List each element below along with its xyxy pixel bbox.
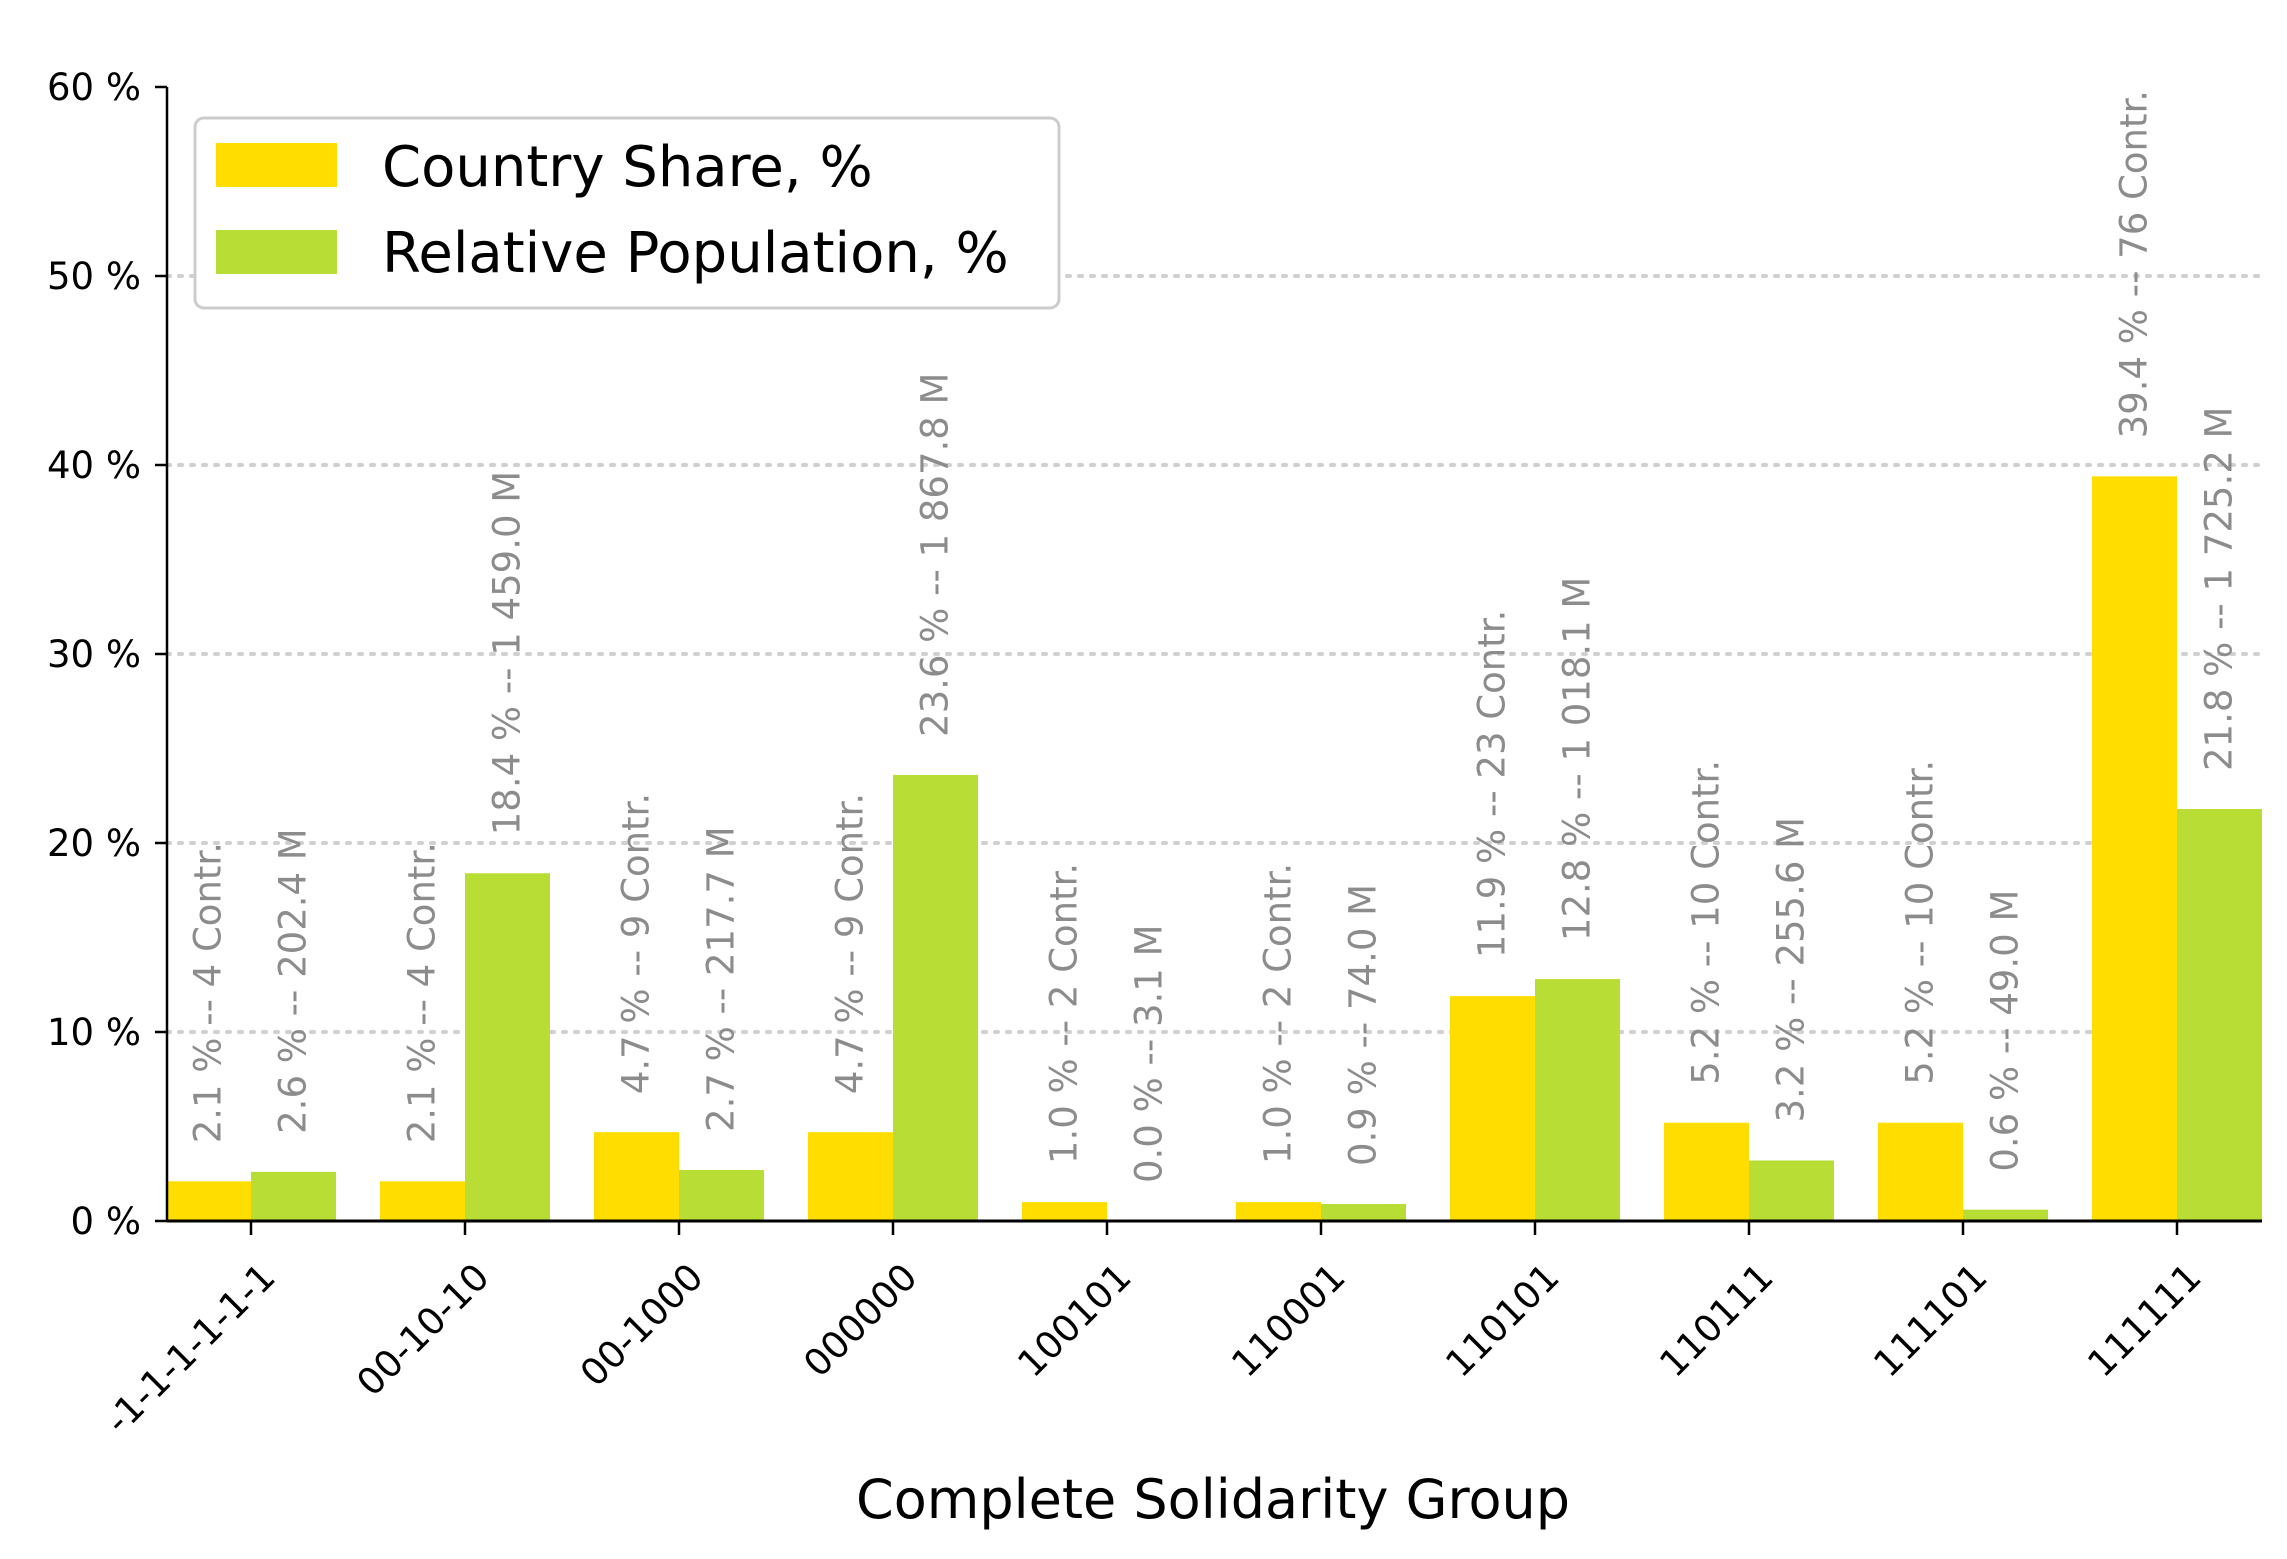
data-label: 0.9 % -- 74.0 M (1342, 884, 1385, 1166)
data-label: 4.7 % -- 9 Contr. (615, 793, 658, 1094)
legend-frame (193, 116, 1061, 310)
x-tick-label: 000000 (795, 1255, 925, 1385)
y-tick-label: 10 % (47, 1011, 141, 1054)
x-tick-label: 111101 (1865, 1255, 1995, 1385)
data-label: 2.7 % -- 217.7 M (700, 826, 743, 1132)
bar-relative-population-00-1000 (679, 1169, 764, 1221)
bar-relative-population-111111 (2177, 808, 2262, 1221)
bar-country-share-111111 (2092, 476, 2177, 1222)
x-tick-label: 100101 (1009, 1255, 1139, 1385)
x-tick-label: 110111 (1651, 1255, 1781, 1385)
x-tick-label: 110101 (1437, 1255, 1567, 1385)
x-axis-title: Complete Solidarity Group (856, 1468, 1570, 1531)
data-label: 5.2 % -- 10 Contr. (1685, 760, 1728, 1085)
bar-country-share-110101 (1450, 996, 1535, 1221)
data-label: 18.4 % -- 1 459.0 M (486, 471, 529, 835)
bar-country-share-00-10-10 (380, 1181, 465, 1221)
data-label: 23.6 % -- 1 867.8 M (914, 373, 957, 737)
bar-relative-population-110001 (1321, 1203, 1406, 1221)
bar-relative-population-000000 (893, 774, 978, 1221)
legend-label-country-share: Country Share, % (382, 135, 873, 200)
data-label: 2.1 % -- 4 Contr. (187, 842, 230, 1143)
y-tick-label: 0 % (71, 1200, 141, 1243)
bar-country-share--1-1-1-1-1-1 (166, 1181, 251, 1221)
legend-swatch-country-share (216, 143, 337, 187)
data-label: 39.4 % -- 76 Contr. (2113, 90, 2156, 438)
bar-relative-population-110101 (1535, 979, 1620, 1221)
y-tick-label: 50 % (47, 255, 141, 298)
bars (166, 476, 2262, 1222)
x-tick-label: 00-1000 (572, 1255, 712, 1395)
bar-country-share-00-1000 (594, 1132, 679, 1221)
legend-label-relative-population: Relative Population, % (382, 221, 1009, 286)
x-tick-label: 00-10-10 (349, 1255, 498, 1404)
data-label: 1.0 % -- 2 Contr. (1257, 863, 1300, 1164)
data-labels: 2.1 % -- 4 Contr. 2.6 % -- 202.4 M 2.1 % -… (187, 90, 2241, 1183)
data-label: 12.8 % -- 1 018.1 M (1556, 577, 1599, 941)
data-label: 2.1 % -- 4 Contr. (401, 842, 444, 1143)
y-tick-label: 30 % (47, 633, 141, 676)
bar-relative-population-111101 (1963, 1209, 2048, 1221)
data-label: 0.0 % -- 3.1 M (1128, 924, 1171, 1183)
data-label: 5.2 % -- 10 Contr. (1899, 760, 1942, 1085)
bar-relative-population-00-10-10 (465, 873, 550, 1221)
data-label: 2.6 % -- 202.4 M (272, 828, 315, 1134)
x-tick-label: 110001 (1223, 1255, 1353, 1385)
legend: Country Share, % Relative Population, % (193, 116, 1061, 310)
bar-country-share-000000 (808, 1132, 893, 1221)
y-tick-label: 40 % (47, 444, 141, 487)
bar-country-share-111101 (1878, 1122, 1963, 1221)
bar-country-share-110111 (1664, 1122, 1749, 1221)
data-label: 0.6 % -- 49.0 M (1984, 890, 2027, 1172)
bar-relative-population--1-1-1-1-1-1 (251, 1171, 336, 1221)
bar-country-share-100101 (1022, 1202, 1107, 1221)
data-label: 11.9 % -- 23 Contr. (1471, 610, 1514, 958)
bar-relative-population-110111 (1749, 1160, 1834, 1221)
data-label: 1.0 % -- 2 Contr. (1043, 863, 1086, 1164)
x-tick-label: 111111 (2079, 1255, 2209, 1385)
bar-country-share-110001 (1236, 1202, 1321, 1221)
legend-swatch-relative-population (216, 230, 337, 274)
data-label: 4.7 % -- 9 Contr. (829, 793, 872, 1094)
y-tick-label: 60 % (47, 66, 141, 109)
y-tick-label: 20 % (47, 822, 141, 865)
data-label: 21.8 % -- 1 725.2 M (2198, 407, 2241, 771)
x-tick-label: -1-1-1-1-1-1 (97, 1255, 284, 1442)
data-label: 3.2 % -- 255.6 M (1770, 817, 1813, 1123)
